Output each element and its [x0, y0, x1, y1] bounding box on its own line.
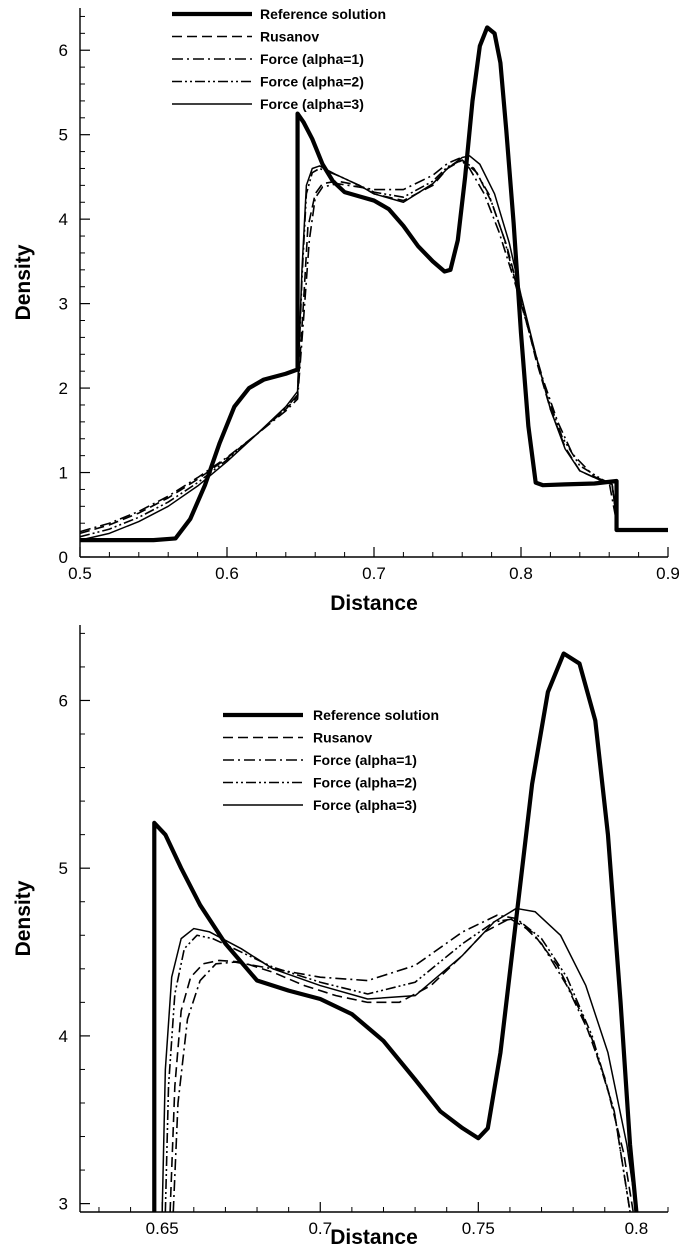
legend-label: Force (alpha=3) — [260, 96, 364, 112]
chart-panel-2: 0.65 0.7 0.75 0.8 3 4 5 6 Distance Density Referen… — [12, 625, 669, 1247]
legend-label: Rusanov — [313, 730, 372, 746]
series-line-thick-solid — [80, 25, 668, 543]
y-tick-label: 4 — [59, 1027, 68, 1046]
legend-label: Reference solution — [313, 707, 439, 723]
series-line-dash-dot-dot — [80, 159, 668, 538]
legend-label: Rusanov — [260, 29, 319, 45]
y-tick-label: 1 — [59, 464, 68, 483]
y-tick-label: 4 — [59, 210, 68, 229]
legend: Reference solution Rusanov Force (alpha=1)… — [223, 707, 439, 813]
y-tick-label: 2 — [59, 379, 68, 398]
x-tick-label: 0.7 — [362, 564, 386, 583]
plot-area — [80, 25, 668, 543]
x-tick-label: 0.5 — [68, 564, 92, 583]
x-tick-label: 0.9 — [656, 564, 680, 583]
y-axis-title: Density — [12, 244, 35, 320]
series-line-dash-dot — [172, 914, 631, 1212]
series-line-thin-solid — [80, 155, 668, 541]
y-tick-label: 5 — [59, 126, 68, 145]
legend-label: Force (alpha=1) — [260, 51, 364, 67]
series-line-dash-dot — [80, 157, 668, 533]
x-tick-label: 0.8 — [625, 1219, 649, 1238]
y-tick-label: 0 — [59, 548, 68, 567]
chart-panel-1: 0.5 0.6 0.7 0.8 0.9 0 1 2 3 4 5 6 Distance Density Ref… — [12, 6, 680, 615]
x-axis-title: Distance — [330, 1226, 418, 1247]
y-tick-label: 3 — [59, 1195, 68, 1214]
x-tick-label: 0.65 — [146, 1219, 179, 1238]
y-axis-title: Density — [12, 880, 35, 956]
x-tick-label: 0.6 — [215, 564, 239, 583]
x-axis-title: Distance — [330, 592, 418, 615]
series-line-thick-solid — [152, 651, 639, 1212]
series-line-dash-dot-dot — [164, 917, 631, 1212]
y-tick-label: 6 — [59, 41, 68, 60]
series-line-thin-solid — [161, 907, 638, 1212]
x-tick-label: 0.7 — [308, 1219, 332, 1238]
plot-area — [152, 651, 639, 1212]
y-tick-label: 5 — [59, 859, 68, 878]
legend-label: Force (alpha=3) — [313, 797, 417, 813]
legend-label: Force (alpha=1) — [313, 752, 417, 768]
x-tick-label: 0.8 — [509, 564, 533, 583]
x-tick-label: 0.75 — [462, 1219, 495, 1238]
y-tick-label: 6 — [59, 691, 68, 710]
series-line-dashed — [80, 159, 668, 535]
legend: Reference solution Rusanov Force (alpha=1)… — [172, 6, 386, 112]
y-tick-label: 3 — [59, 295, 68, 314]
legend-label: Reference solution — [260, 6, 386, 22]
legend-label: Force (alpha=2) — [313, 775, 417, 791]
legend-label: Force (alpha=2) — [260, 74, 364, 90]
